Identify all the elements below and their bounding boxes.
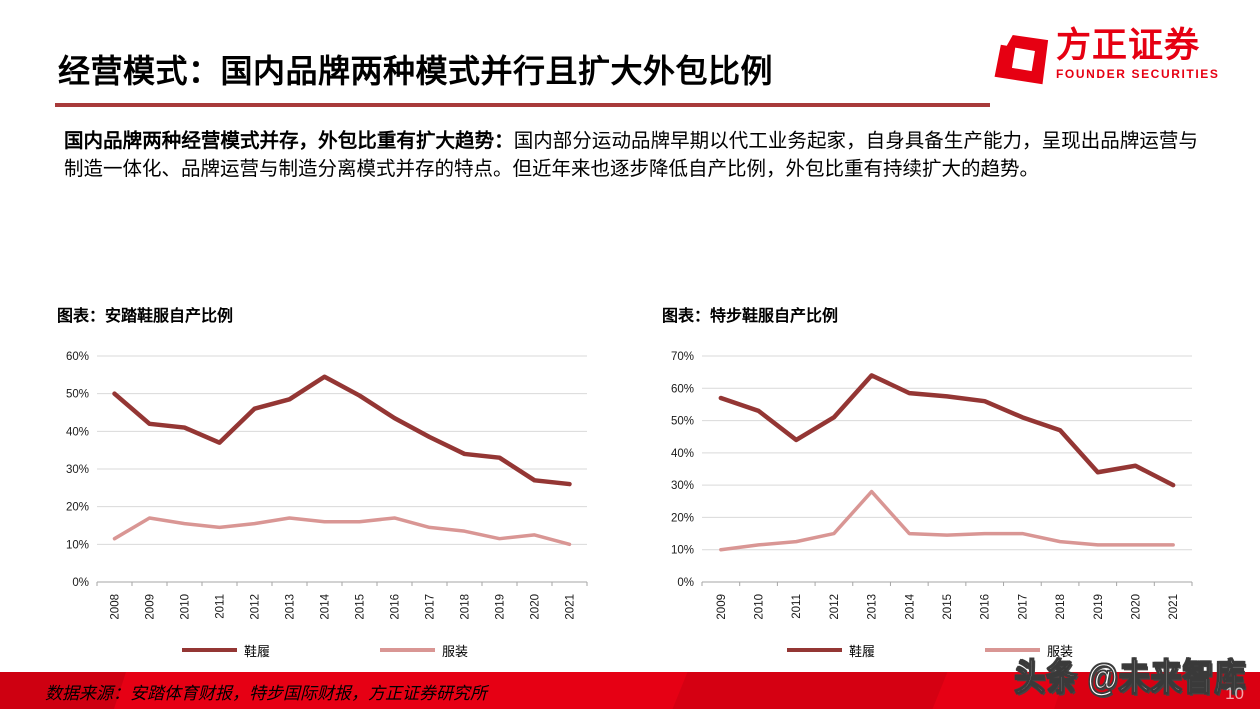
legend-line-swatch xyxy=(380,648,435,652)
svg-text:10%: 10% xyxy=(671,545,694,557)
svg-text:20%: 20% xyxy=(671,512,694,524)
legend-item: 服装 xyxy=(985,641,1073,660)
svg-text:0%: 0% xyxy=(72,577,89,589)
intro-paragraph: 国内品牌两种经营模式并存，外包比重有扩大趋势：国内部分运动品牌早期以代工业务起家… xyxy=(64,128,1198,184)
svg-text:60%: 60% xyxy=(66,351,89,363)
legend-item: 鞋履 xyxy=(181,641,270,660)
logo-name-en: FOUNDER SECURITIES xyxy=(1056,67,1220,81)
xtep-legend: 鞋履 服装 xyxy=(660,641,1200,659)
chart-anta-self-production: 图表：安踏鞋服自产比例 0% 10% 20% 30% 40% 50% 60% 2008 2009… xyxy=(55,302,595,659)
chart-anta-title: 图表：安踏鞋服自产比例 xyxy=(57,308,234,325)
logo-name-cn: 方正证券 xyxy=(1056,26,1201,65)
svg-text:2014: 2014 xyxy=(904,593,916,619)
svg-text:2016: 2016 xyxy=(980,594,992,620)
founder-securities-logo: 方正证券 FOUNDER SECURITIES xyxy=(988,26,1219,90)
svg-text:2008: 2008 xyxy=(110,594,122,620)
svg-text:2013: 2013 xyxy=(867,594,879,620)
svg-text:2009: 2009 xyxy=(145,594,157,620)
svg-text:70%: 70% xyxy=(671,351,694,363)
footer-bar xyxy=(0,672,1260,709)
legend-label: 服装 xyxy=(442,643,469,659)
legend-label: 鞋履 xyxy=(243,643,270,659)
data-source-note: 数据来源：安踏体育财报，特步国际财报，方正证券研究所 xyxy=(45,684,487,703)
legend-item: 鞋履 xyxy=(786,641,875,660)
svg-text:2019: 2019 xyxy=(1093,594,1105,620)
svg-text:10%: 10% xyxy=(66,539,89,551)
watermark-toutiao: 头条 @未来智库 xyxy=(1013,656,1246,699)
svg-text:2013: 2013 xyxy=(285,594,297,620)
svg-text:2015: 2015 xyxy=(942,594,954,620)
svg-text:2017: 2017 xyxy=(425,594,437,620)
svg-text:30%: 30% xyxy=(671,480,694,492)
svg-text:2011: 2011 xyxy=(215,594,227,619)
svg-text:2019: 2019 xyxy=(495,594,507,620)
legend-line-swatch xyxy=(181,648,237,652)
anta-legend: 鞋履 服装 xyxy=(55,641,595,659)
xtep-line-chart: 0% 10% 20% 30% 40% 50% 60% 70% 2009 2010 2011 2012 2… xyxy=(671,351,1193,620)
legend-label: 服装 xyxy=(1047,643,1074,659)
title-underline xyxy=(55,103,990,107)
anta-line-chart: 0% 10% 20% 30% 40% 50% 60% 2008 2009 2010 2011 2012… xyxy=(66,351,588,620)
svg-text:40%: 40% xyxy=(66,426,89,438)
legend-line-swatch xyxy=(985,648,1040,652)
svg-text:2010: 2010 xyxy=(180,594,192,620)
legend-label: 鞋履 xyxy=(848,643,875,659)
svg-text:2020: 2020 xyxy=(530,594,542,620)
intro-lead: 国内品牌两种经营模式并存，外包比重有扩大趋势： xyxy=(64,131,514,152)
svg-text:2010: 2010 xyxy=(754,594,766,620)
svg-text:50%: 50% xyxy=(66,389,89,401)
svg-text:2017: 2017 xyxy=(1017,594,1029,620)
svg-text:2016: 2016 xyxy=(390,594,402,620)
svg-text:2018: 2018 xyxy=(1055,594,1067,620)
svg-text:2009: 2009 xyxy=(716,594,728,620)
svg-text:50%: 50% xyxy=(671,416,694,428)
founder-logo-icon xyxy=(994,28,1049,85)
svg-text:2012: 2012 xyxy=(829,594,841,620)
footer-decor-shape xyxy=(672,672,948,709)
svg-text:40%: 40% xyxy=(671,448,694,460)
svg-text:60%: 60% xyxy=(671,383,694,395)
svg-text:2012: 2012 xyxy=(250,594,262,620)
legend-item: 服装 xyxy=(380,641,468,660)
svg-text:30%: 30% xyxy=(66,464,89,476)
svg-text:2015: 2015 xyxy=(355,594,367,620)
intro-text: 国内部分运动品牌早期以代工业务起家，自身具备生产能力，呈现出品牌运营与制造一体化… xyxy=(64,131,1198,180)
svg-text:2020: 2020 xyxy=(1130,594,1142,620)
legend-line-swatch xyxy=(786,648,842,652)
chart-xtep-self-production: 图表：特步鞋服自产比例 0% 10% 20% 30% 40% 50% 60% 70% 2009 2… xyxy=(660,302,1200,659)
svg-text:2014: 2014 xyxy=(320,593,332,619)
page-number: 10 xyxy=(1225,684,1244,703)
svg-text:2018: 2018 xyxy=(460,594,472,620)
svg-text:20%: 20% xyxy=(66,502,89,514)
svg-text:0%: 0% xyxy=(677,577,694,589)
chart-xtep-title: 图表：特步鞋服自产比例 xyxy=(662,308,839,325)
svg-text:2021: 2021 xyxy=(1168,594,1180,620)
svg-text:2021: 2021 xyxy=(565,594,577,620)
svg-text:2011: 2011 xyxy=(791,594,803,619)
page-title: 经营模式：国内品牌两种模式并行且扩大外包比例 xyxy=(58,53,774,89)
